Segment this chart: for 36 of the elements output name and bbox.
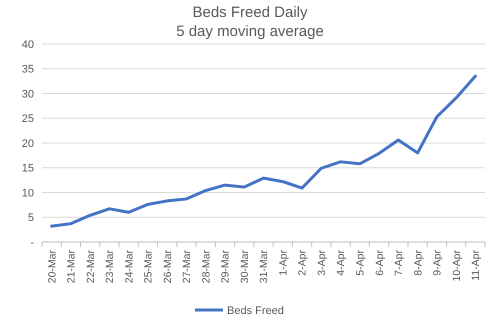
- x-tick-label: 29-Mar: [220, 250, 232, 284]
- x-tick-label: 8-Apr: [412, 250, 424, 276]
- x-tick-label: 28-Mar: [200, 250, 212, 284]
- y-tick-label: 15: [22, 162, 34, 175]
- x-tick-label: 1-Apr: [277, 250, 290, 276]
- x-tick-label: 31-Mar: [258, 250, 270, 284]
- x-tick-label: 4-Apr: [335, 250, 348, 276]
- y-tick-label: 35: [22, 64, 34, 76]
- chart-title: Beds Freed Daily: [192, 4, 308, 21]
- x-tick-label: 23-Mar: [104, 250, 116, 284]
- x-tick-label: 10-Apr: [450, 249, 463, 282]
- x-tick-label: 5-Apr: [354, 250, 366, 276]
- chart-subtitle: 5 day moving average: [176, 23, 324, 40]
- y-tick-label: 30: [22, 88, 34, 100]
- x-tick-label: 24-Mar: [123, 250, 136, 284]
- x-tick-label: 22-Mar: [84, 250, 97, 284]
- x-tick-label: 21-Mar: [66, 250, 78, 284]
- y-tick-label: 5: [28, 212, 34, 224]
- x-tick-label: 26-Mar: [162, 250, 174, 284]
- x-tick-label: 30-Mar: [238, 250, 251, 284]
- line-series: [50, 74, 477, 228]
- x-tick-label: 9-Apr: [432, 250, 444, 276]
- x-tick-label: 7-Apr: [393, 250, 405, 276]
- x-tick-label: 25-Mar: [142, 250, 155, 284]
- x-tick-label: 11-Apr: [470, 250, 482, 281]
- x-tick-label: 3-Apr: [316, 250, 328, 276]
- y-tick-label: 25: [22, 113, 34, 126]
- y-tick-label: 10: [22, 187, 34, 200]
- legend-label: Beds Freed: [227, 304, 284, 317]
- y-tick-label: -: [30, 236, 34, 249]
- x-tick-label: 6-Apr: [374, 250, 386, 276]
- x-tick-label: 2-Apr: [296, 250, 309, 276]
- x-tick-label: 20-Mar: [46, 250, 58, 284]
- y-tick-label: 40: [22, 38, 34, 51]
- y-tick-label: 20: [22, 138, 34, 150]
- x-tick-label: 27-Mar: [181, 250, 194, 284]
